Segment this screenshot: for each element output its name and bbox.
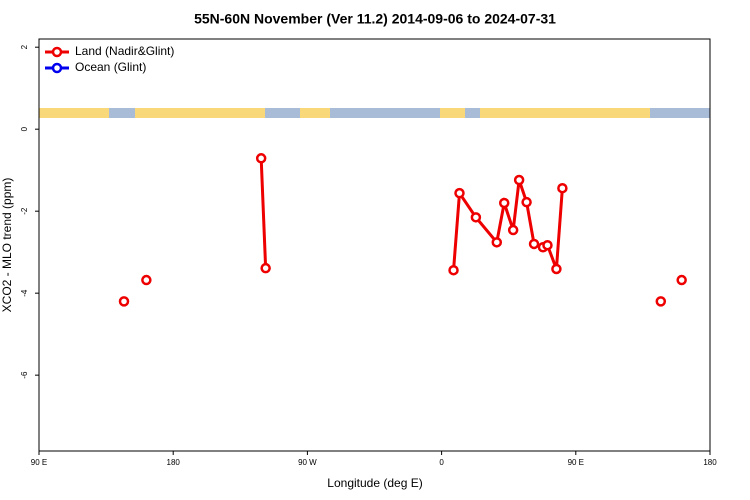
point xyxy=(141,274,152,286)
legend-label: Ocean (Glint) xyxy=(75,60,146,74)
point xyxy=(470,212,482,223)
y-tick-label: -6 xyxy=(20,371,29,379)
y-tick-label: 2 xyxy=(20,44,29,49)
point xyxy=(260,262,271,274)
x-tick-label: 90 E xyxy=(31,458,47,467)
point xyxy=(676,274,687,286)
x-tick-label: 180 xyxy=(167,458,181,467)
chart-title: 55N-60N November (Ver 11.2) 2014-09-06 t… xyxy=(194,11,556,27)
point xyxy=(521,196,532,208)
point xyxy=(513,174,525,186)
x-tick-label: 90 E xyxy=(568,458,584,467)
point xyxy=(528,238,540,250)
point xyxy=(255,153,267,164)
y-tick-label: -4 xyxy=(20,289,29,297)
x-tick-label: 0 xyxy=(439,458,444,467)
point xyxy=(454,187,465,199)
point xyxy=(118,296,130,307)
y-tick-label: 0 xyxy=(20,126,29,131)
x-axis-label: Longitude (deg E) xyxy=(327,476,422,490)
point xyxy=(491,237,503,248)
plot-frame xyxy=(38,38,711,452)
point xyxy=(498,197,510,209)
legend-marker xyxy=(51,62,63,74)
point xyxy=(655,296,667,307)
legend-marker xyxy=(51,46,63,58)
x-tick-label: 90 W xyxy=(298,458,317,467)
legend-label: Land (Nadir&Glint) xyxy=(75,44,174,58)
map-strip xyxy=(39,108,710,118)
point xyxy=(542,239,553,251)
point xyxy=(507,224,519,236)
y-axis-label: XCO2 - MLO trend (ppm) xyxy=(0,178,14,313)
point xyxy=(557,182,568,194)
point xyxy=(448,264,459,276)
point xyxy=(551,263,562,275)
x-tick-label: 180 xyxy=(703,458,717,467)
y-tick-label: -2 xyxy=(20,207,29,215)
